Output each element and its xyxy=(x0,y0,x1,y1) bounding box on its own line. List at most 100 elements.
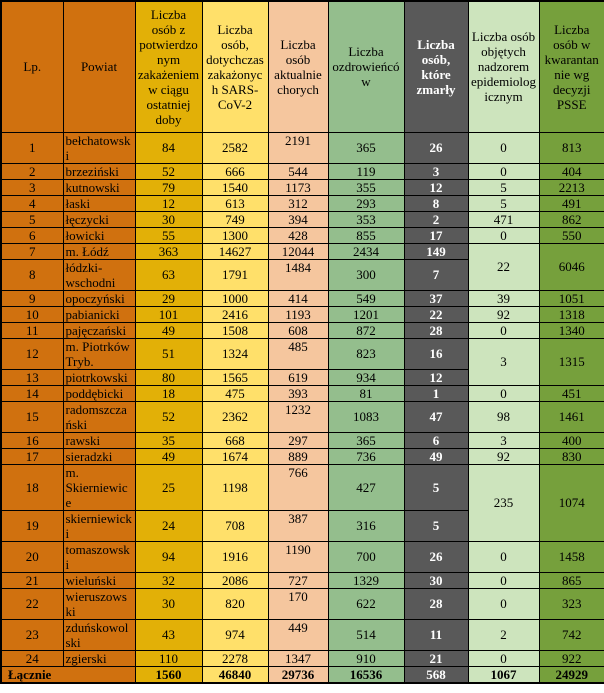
cell-currently-ill: 485 xyxy=(267,337,329,370)
cell-surveillance: 0 xyxy=(467,384,540,402)
cell-quarantine: 323 xyxy=(538,587,604,620)
cell-powiat: m. Łódź xyxy=(62,242,136,260)
cell-deaths: 21 xyxy=(403,649,469,667)
cell-quarantine: 1051 xyxy=(538,289,604,307)
table-body: 1 bełchatowski 84 2582 2191 365 26 0 813 2 brzeziń… xyxy=(0,131,604,667)
cell-powiat: poddębicki xyxy=(62,384,136,402)
cell-surveillance: 471 xyxy=(467,210,540,228)
header-surveillance: Liczba osób objętych nadzorem epidemiolo… xyxy=(467,0,540,133)
cell-recovered: 549 xyxy=(327,289,405,307)
cell-confirmed-24h: 25 xyxy=(134,463,203,511)
cell-confirmed-24h: 80 xyxy=(134,368,203,386)
cell-lp: 14 xyxy=(0,384,64,402)
cell-lp: 19 xyxy=(0,509,64,542)
cell-infected-total: 2278 xyxy=(201,649,269,667)
cell-recovered: 910 xyxy=(327,649,405,667)
totals-deaths: 568 xyxy=(403,665,469,684)
cell-powiat: pabianicki xyxy=(62,305,136,323)
cell-recovered: 1083 xyxy=(327,400,405,433)
cell-currently-ill: 1193 xyxy=(267,305,329,323)
cell-deaths: 28 xyxy=(403,587,469,620)
cell-recovered: 934 xyxy=(327,368,405,386)
cell-deaths: 28 xyxy=(403,321,469,339)
cell-quarantine: 1074 xyxy=(538,463,604,542)
cell-confirmed-24h: 110 xyxy=(134,649,203,667)
cell-infected-total: 1565 xyxy=(201,368,269,386)
cell-deaths: 47 xyxy=(403,400,469,433)
cell-powiat: sieradzki xyxy=(62,447,136,465)
cell-currently-ill: 12044 xyxy=(267,242,329,260)
cell-recovered: 353 xyxy=(327,210,405,228)
header-deaths: Liczba osób, które zmarły xyxy=(403,0,469,133)
table-row: 9 opoczyński 29 1000 414 549 37 39 1051 xyxy=(0,289,604,307)
cell-deaths: 12 xyxy=(403,178,469,196)
cell-quarantine: 1340 xyxy=(538,321,604,339)
cell-lp: 8 xyxy=(0,258,64,291)
cell-quarantine: 742 xyxy=(538,618,604,651)
table-row: 16 rawski 35 668 297 365 6 3 400 xyxy=(0,431,604,449)
totals-recovered: 16536 xyxy=(327,665,405,684)
cell-infected-total: 14627 xyxy=(201,242,269,260)
cell-deaths: 5 xyxy=(403,463,469,511)
cell-lp: 21 xyxy=(0,571,64,589)
table-row: 1 bełchatowski 84 2582 2191 365 26 0 813 xyxy=(0,131,604,164)
cell-quarantine: 862 xyxy=(538,210,604,228)
cell-powiat: zgierski xyxy=(62,649,136,667)
table-row: 11 pajęczański 49 1508 608 872 28 0 1340 xyxy=(0,321,604,339)
cell-infected-total: 1000 xyxy=(201,289,269,307)
cell-confirmed-24h: 51 xyxy=(134,337,203,370)
cell-confirmed-24h: 30 xyxy=(134,210,203,228)
cell-surveillance: 98 xyxy=(467,400,540,433)
cell-recovered: 316 xyxy=(327,509,405,542)
cell-lp: 15 xyxy=(0,400,64,433)
cell-deaths: 6 xyxy=(403,431,469,449)
cell-quarantine: 1318 xyxy=(538,305,604,323)
cell-recovered: 872 xyxy=(327,321,405,339)
totals-row: Łącznie 1560 46840 29736 16536 568 1067 … xyxy=(0,665,604,684)
cell-confirmed-24h: 79 xyxy=(134,178,203,196)
totals-confirmed-24h: 1560 xyxy=(134,665,203,684)
cell-recovered: 427 xyxy=(327,463,405,511)
cell-lp: 11 xyxy=(0,321,64,339)
table-footer: Łącznie 1560 46840 29736 16536 568 1067 … xyxy=(0,665,604,684)
cell-recovered: 1329 xyxy=(327,571,405,589)
cell-deaths: 37 xyxy=(403,289,469,307)
cell-infected-total: 613 xyxy=(201,194,269,212)
cell-infected-total: 2362 xyxy=(201,400,269,433)
cell-lp: 9 xyxy=(0,289,64,307)
table-row: 7 m. Łódź 363 14627 12044 2434 149 22 6046 xyxy=(0,242,604,291)
cell-powiat: łódzki-wschodni xyxy=(62,258,136,291)
cell-deaths: 1 xyxy=(403,384,469,402)
cell-deaths: 30 xyxy=(403,571,469,589)
cell-surveillance: 3 xyxy=(467,337,540,386)
cell-currently-ill: 297 xyxy=(267,431,329,449)
table-row: 5 łęczycki 30 749 394 353 2 471 862 xyxy=(0,210,604,228)
cell-currently-ill: 608 xyxy=(267,321,329,339)
cell-surveillance: 5 xyxy=(467,178,540,196)
cell-quarantine: 491 xyxy=(538,194,604,212)
table-row: 15 radomszczański 52 2362 1232 1083 47 98 1461 xyxy=(0,400,604,433)
cell-currently-ill: 766 xyxy=(267,463,329,511)
cell-currently-ill: 1190 xyxy=(267,540,329,573)
cell-currently-ill: 1347 xyxy=(267,649,329,667)
cell-lp: 23 xyxy=(0,618,64,651)
header-powiat: Powiat xyxy=(62,0,136,133)
cell-currently-ill: 727 xyxy=(267,571,329,589)
cell-infected-total: 1324 xyxy=(201,337,269,370)
cell-powiat: zduńskowolski xyxy=(62,618,136,651)
cell-quarantine: 6046 xyxy=(538,242,604,291)
cell-surveillance: 92 xyxy=(467,447,540,465)
cell-deaths: 26 xyxy=(403,540,469,573)
cell-deaths: 8 xyxy=(403,194,469,212)
cell-quarantine: 813 xyxy=(538,131,604,164)
cell-recovered: 855 xyxy=(327,226,405,244)
cell-recovered: 700 xyxy=(327,540,405,573)
cell-confirmed-24h: 49 xyxy=(134,321,203,339)
cell-infected-total: 1674 xyxy=(201,447,269,465)
cell-quarantine: 865 xyxy=(538,571,604,589)
cell-recovered: 514 xyxy=(327,618,405,651)
cell-quarantine: 404 xyxy=(538,162,604,180)
totals-label: Łącznie xyxy=(0,665,136,684)
table-row: 6 łowicki 55 1300 428 855 17 0 550 xyxy=(0,226,604,244)
